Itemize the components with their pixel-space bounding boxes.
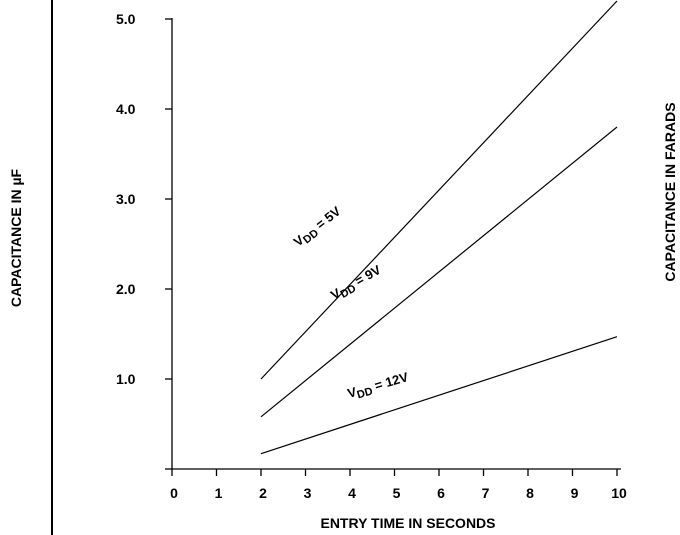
y-axis-title-right: CAPACITANCE IN FARADS	[662, 102, 678, 281]
y-tick-label: 3.0	[116, 191, 136, 207]
series-line-2	[260, 126, 618, 418]
x-axis-title: ENTRY TIME IN SECONDS	[320, 515, 495, 531]
series-line-1	[260, 0, 618, 380]
y-tick-label: 5.0	[116, 11, 136, 27]
x-tick-label: 0	[170, 485, 178, 501]
series-label-3: VDD = 12V	[346, 369, 411, 404]
series-label-1: VDD = 5V	[291, 203, 346, 251]
y-tick-label: 4.0	[116, 101, 136, 117]
x-tick-label: 2	[259, 485, 267, 501]
x-tick-label: 9	[571, 485, 579, 501]
x-tick-label: 5	[393, 485, 401, 501]
x-tick-label: 7	[482, 485, 490, 501]
x-tick-label: 10	[611, 485, 627, 501]
series-line-3	[260, 336, 618, 455]
x-tick-label: 1	[215, 485, 223, 501]
x-tick-label: 4	[348, 485, 356, 501]
x-tick-label: 6	[437, 485, 445, 501]
x-tick-label: 3	[304, 485, 312, 501]
y-tick-label: 1.0	[116, 371, 136, 387]
series-label-2: VDD = 9V	[328, 262, 385, 305]
y-tick-label: 2.0	[116, 281, 136, 297]
y-axis-title: CAPACITANCE IN µF	[8, 168, 24, 307]
x-tick-label: 8	[526, 485, 534, 501]
